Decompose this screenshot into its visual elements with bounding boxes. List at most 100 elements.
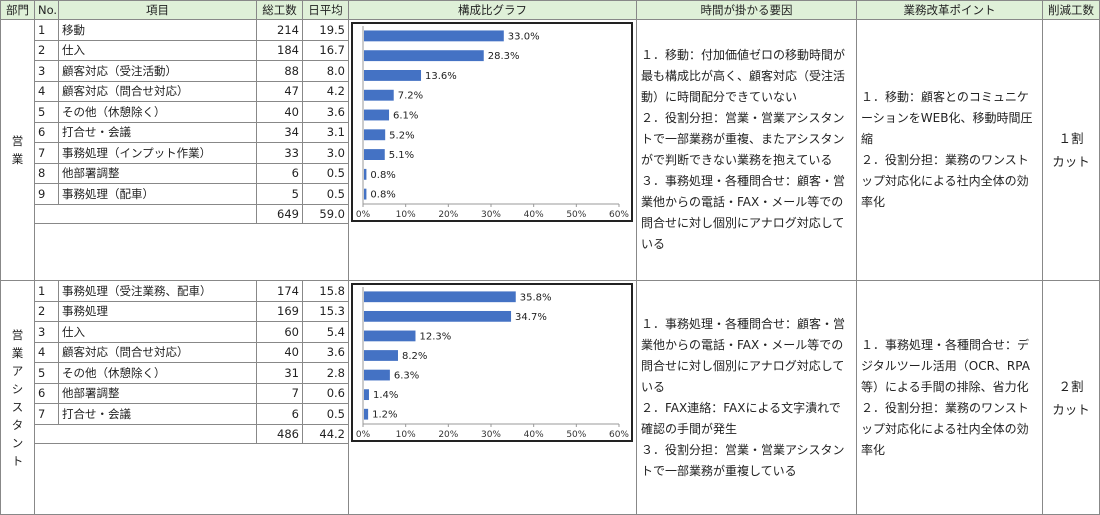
bar [363, 290, 516, 302]
blank-cell [34, 223, 349, 281]
table-row: 8 他部署調整 6 0.5 [1, 162, 1100, 184]
cut-line: １割 [1058, 131, 1084, 146]
row-no: 2 [34, 300, 59, 322]
row-no: 7 [34, 403, 59, 425]
row-item: 事務処理（受注業務、配車） [58, 280, 257, 302]
x-tick-label: 0% [355, 210, 370, 220]
sum-daily: 59.0 [302, 203, 349, 224]
row-no: 1 [34, 19, 59, 41]
dept-char: ン [11, 435, 24, 450]
dept-char: 営 [11, 327, 24, 342]
cut-line: カット [1052, 154, 1090, 169]
table-row: 4 顧客対応（問合せ対応） 40 3.6 [1, 341, 1100, 363]
header-improve: 業務改革ポイント [856, 0, 1043, 20]
bar [363, 349, 398, 361]
bar [363, 148, 385, 160]
row-item: 顧客対応（問合せ対応） [58, 341, 257, 363]
row-total: 60 [256, 321, 303, 343]
improve-cell: １．移動：顧客とのコミュニケーションをWEB化、移動時間圧縮 ２．役割分担：業務の… [856, 19, 1043, 281]
dept-char: 営 [11, 134, 24, 148]
data-label: 6.1% [393, 110, 418, 121]
cause-item: ３．事務処理・各種問合せ：顧客・営業他からの電話・FAX・メール等での問合せに対… [641, 174, 846, 251]
row-daily: 3.6 [302, 101, 349, 123]
improve-item: １．事務処理・各種問合せ：デジタルツール活用（OCR、RPA等）による手間の排除… [861, 337, 1030, 394]
improve-item: １．移動：顧客とのコミュニケーションをWEB化、移動時間圧縮 [861, 90, 1033, 146]
improve-cell: １．事務処理・各種問合せ：デジタルツール活用（OCR、RPA等）による手間の排除… [856, 280, 1043, 515]
row-no: 3 [34, 321, 59, 343]
cause-item: ２．役割分担：営業・営業アシスタントで一部業務が重複、またアシスタンがで判断でき… [641, 111, 845, 167]
bar [363, 29, 504, 41]
sum-row: 486 44.2 [1, 423, 1100, 444]
sum-daily: 44.2 [302, 423, 349, 444]
data-label: 33.0% [507, 31, 539, 42]
row-total: 184 [256, 39, 303, 61]
row-no: 6 [34, 121, 59, 143]
x-tick-label: 30% [480, 210, 500, 220]
row-no: 4 [34, 80, 59, 102]
dept-char: ア [11, 363, 24, 378]
data-label: 13.6% [425, 70, 457, 81]
causes-cell: １．事務処理・各種問合せ：顧客・営業他からの電話・FAX・メール等での問合せに対… [636, 280, 857, 515]
header-no: No. [34, 0, 59, 20]
row-item: 仕入 [58, 321, 257, 343]
row-total: 5 [256, 183, 303, 205]
cut-cell: １割カット [1042, 19, 1100, 281]
causes-cell: １．移動：付加価値ゼロの移動時間が最も構成比が高く、顧客対応（受注活動）に時間配… [636, 19, 857, 281]
bar [363, 310, 511, 322]
header-causes: 時間が掛かる要因 [636, 0, 857, 20]
data-label: 6.3% [393, 370, 418, 381]
row-no: 1 [34, 280, 59, 302]
row-daily: 5.4 [302, 321, 349, 343]
data-label: 5.2% [389, 130, 414, 141]
data-label: 0.8% [370, 169, 395, 180]
row-item: 顧客対応（受注活動） [58, 60, 257, 82]
bar [363, 49, 484, 61]
data-label: 34.7% [515, 311, 547, 322]
cause-item: ２．FAX連絡：FAXによる文字潰れで確認の手間が発生 [641, 400, 841, 436]
table-row: 4 顧客対応（問合せ対応） 47 4.2 [1, 80, 1100, 102]
data-label: 1.2% [372, 409, 397, 420]
x-tick-label: 60% [608, 430, 628, 440]
dept-cell: 営業アシスタント [0, 280, 35, 515]
row-item: 仕入 [58, 39, 257, 61]
sum-spacer [34, 423, 257, 444]
cut-cell: ２割 カット [1042, 280, 1100, 515]
blank-cell [34, 443, 349, 515]
table-row: 3 顧客対応（受注活動） 88 8.0 [1, 60, 1100, 82]
row-total: 40 [256, 341, 303, 363]
cause-item: １．事務処理・各種問合せ：顧客・営業他からの電話・FAX・メール等での問合せに対… [641, 316, 846, 394]
bar [363, 168, 366, 180]
row-daily: 0.5 [302, 183, 349, 205]
x-tick-label: 10% [395, 430, 415, 440]
bar [363, 369, 390, 380]
row-no: 4 [34, 341, 59, 363]
data-label: 35.8% [519, 292, 551, 303]
header-total: 総工数 [256, 0, 303, 20]
x-tick-label: 40% [523, 210, 543, 220]
x-tick-label: 50% [566, 210, 586, 220]
table-row: 6 他部署調整 7 0.6 [1, 382, 1100, 404]
row-item: 顧客対応（問合せ対応） [58, 80, 257, 102]
row-total: 214 [256, 19, 303, 41]
improve-item: ２．役割分担：業務のワンストップ対応化による社内全体の効率化 [861, 153, 1029, 209]
data-label: 0.8% [370, 189, 395, 200]
sum-total: 649 [256, 203, 303, 224]
sum-spacer [34, 203, 257, 224]
row-daily: 0.5 [302, 403, 349, 425]
row-daily: 16.7 [302, 39, 349, 61]
chart-svg: 35.8% 34.7% 12.3% 8.2% 6.3% 1.4% 1.2%0% 10% 20% 3… [355, 286, 629, 440]
header-item: 項目 [58, 0, 257, 20]
row-no: 8 [34, 162, 59, 184]
row-total: 40 [256, 101, 303, 123]
x-tick-label: 40% [523, 430, 543, 440]
row-item: 事務処理 [58, 300, 257, 322]
row-no: 5 [34, 101, 59, 123]
data-label: 5.1% [388, 150, 413, 161]
row-total: 31 [256, 362, 303, 384]
bar [363, 188, 366, 200]
x-tick-label: 30% [480, 430, 500, 440]
row-daily: 4.2 [302, 80, 349, 102]
sum-total: 486 [256, 423, 303, 444]
